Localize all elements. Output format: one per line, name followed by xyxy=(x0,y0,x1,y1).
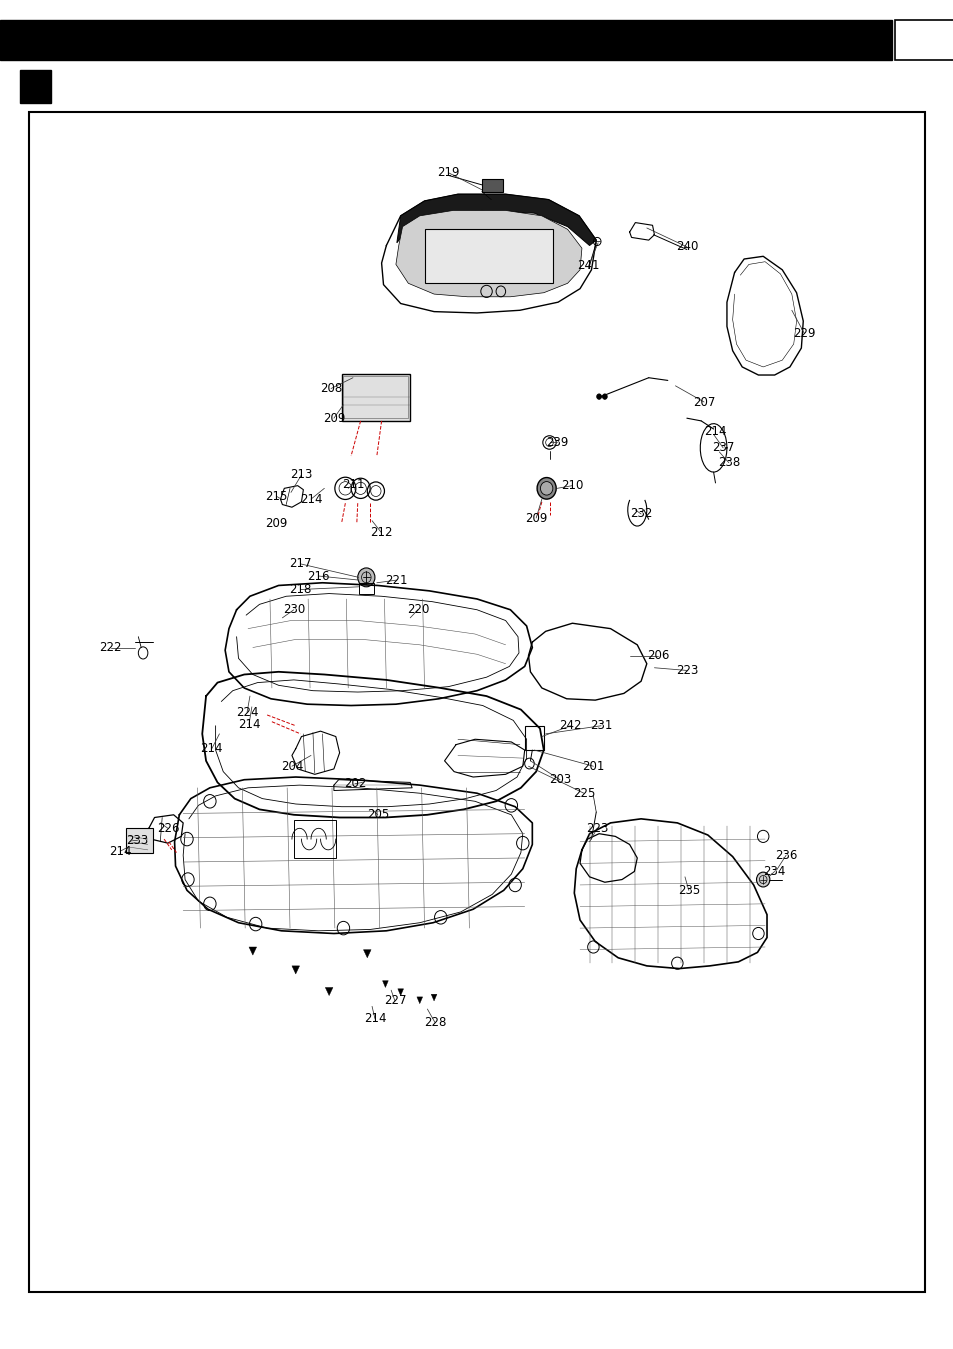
Text: 221: 221 xyxy=(385,573,408,587)
Text: 214: 214 xyxy=(109,844,132,858)
Text: 203: 203 xyxy=(548,773,571,786)
Text: 207: 207 xyxy=(692,395,715,409)
Text: 220: 220 xyxy=(406,603,429,616)
Text: 235: 235 xyxy=(677,884,700,897)
Bar xyxy=(343,376,408,418)
Bar xyxy=(424,229,553,283)
Bar xyxy=(341,374,410,421)
Bar xyxy=(481,179,502,192)
Text: 204: 204 xyxy=(280,759,303,773)
Text: 234: 234 xyxy=(762,865,785,878)
Bar xyxy=(0,20,891,61)
Text: 214: 214 xyxy=(363,1012,386,1025)
Text: 230: 230 xyxy=(282,603,305,616)
Polygon shape xyxy=(397,989,403,996)
Text: 208: 208 xyxy=(319,382,342,395)
Text: 210: 210 xyxy=(560,479,583,492)
Bar xyxy=(29,112,924,1292)
Polygon shape xyxy=(395,210,581,297)
Bar xyxy=(524,726,543,750)
Bar xyxy=(894,20,953,61)
Text: 215: 215 xyxy=(265,490,288,503)
Text: 233: 233 xyxy=(126,834,149,847)
Text: 216: 216 xyxy=(307,569,330,583)
Text: 209: 209 xyxy=(524,511,547,525)
Text: 225: 225 xyxy=(572,786,595,800)
Polygon shape xyxy=(396,194,596,246)
Ellipse shape xyxy=(597,394,600,399)
Text: 214: 214 xyxy=(200,742,223,755)
Text: 238: 238 xyxy=(717,456,740,469)
Polygon shape xyxy=(431,994,436,1001)
Text: 222: 222 xyxy=(99,641,122,654)
Text: 226: 226 xyxy=(156,822,179,835)
Text: 218: 218 xyxy=(289,583,312,596)
Text: 229: 229 xyxy=(792,326,815,340)
Text: 212: 212 xyxy=(370,526,393,540)
Polygon shape xyxy=(292,966,299,974)
Polygon shape xyxy=(382,981,388,987)
Text: 239: 239 xyxy=(545,436,568,449)
Text: 240: 240 xyxy=(675,240,698,254)
Text: 213: 213 xyxy=(290,468,313,482)
Bar xyxy=(20,70,51,103)
Polygon shape xyxy=(249,947,256,955)
Text: 223: 223 xyxy=(585,822,608,835)
Text: 228: 228 xyxy=(423,1016,446,1029)
Text: 232: 232 xyxy=(629,507,652,521)
Text: 214: 214 xyxy=(703,425,726,438)
Text: 241: 241 xyxy=(577,259,599,272)
Text: 224: 224 xyxy=(235,706,258,719)
Text: 237: 237 xyxy=(711,441,734,455)
Polygon shape xyxy=(363,950,371,958)
Text: 231: 231 xyxy=(589,719,612,733)
Ellipse shape xyxy=(537,478,556,499)
Text: 202: 202 xyxy=(343,777,366,791)
Text: 236: 236 xyxy=(774,849,797,862)
Text: 217: 217 xyxy=(289,557,312,571)
Ellipse shape xyxy=(539,482,553,495)
Text: 209: 209 xyxy=(265,517,288,530)
Bar xyxy=(294,820,335,858)
Text: 219: 219 xyxy=(436,166,459,179)
Ellipse shape xyxy=(357,568,375,587)
Ellipse shape xyxy=(756,873,769,888)
Text: 205: 205 xyxy=(366,808,389,822)
Bar xyxy=(126,828,152,853)
Text: 227: 227 xyxy=(383,994,406,1008)
Text: 242: 242 xyxy=(558,719,581,733)
Text: 201: 201 xyxy=(581,759,604,773)
Text: 214: 214 xyxy=(299,492,322,506)
Text: 211: 211 xyxy=(341,478,364,491)
Text: 206: 206 xyxy=(646,649,669,662)
Ellipse shape xyxy=(602,394,606,399)
Bar xyxy=(358,583,374,594)
Text: 223: 223 xyxy=(675,664,698,677)
Text: 214: 214 xyxy=(237,718,260,731)
Polygon shape xyxy=(416,997,422,1004)
Text: 209: 209 xyxy=(322,411,345,425)
Polygon shape xyxy=(325,987,333,996)
